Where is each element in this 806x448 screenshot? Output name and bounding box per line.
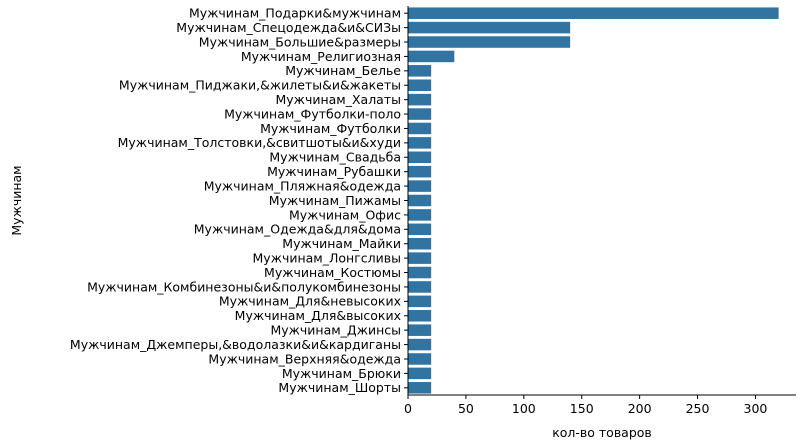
bar: [408, 309, 432, 322]
category-label: Мужчинам_Пиджаки,&жилеты&и&жакеты: [119, 78, 401, 93]
bar: [408, 338, 432, 351]
category-label: Мужчинам_Халаты: [276, 92, 402, 107]
category-label: Мужчинам_Верхняя&одежда: [208, 351, 401, 366]
bar: [408, 36, 571, 48]
x-tick-label: 100: [512, 401, 536, 416]
bar: [408, 93, 432, 106]
x-axis-ticks: 0 50 100 150 200 250 300: [404, 395, 767, 416]
category-label: Мужчинам_Религиозная: [241, 49, 401, 64]
x-tick-label: 250: [686, 401, 710, 416]
category-label: Мужчинам_Свадьба: [269, 150, 401, 165]
bar: [408, 79, 432, 92]
x-tick-label: 200: [628, 401, 652, 416]
bar: [408, 122, 432, 135]
bar: [408, 7, 779, 19]
bar: [408, 194, 432, 207]
bar: [408, 151, 432, 164]
bar: [408, 237, 432, 250]
category-label: Мужчинам_Для&высоких: [235, 308, 401, 323]
bar: [408, 252, 432, 264]
category-label: Мужчинам_Майки: [282, 236, 401, 251]
category-label: Мужчинам_Толстовки,&свитшоты&и&худи: [118, 135, 401, 150]
bar: [408, 21, 571, 34]
category-label: Мужчинам_Брюки: [282, 366, 401, 381]
category-label: Мужчинам_Белье: [285, 63, 401, 78]
category-label: Мужчинам_Джемперы,&водолазки&и&кардиганы: [70, 337, 401, 352]
y-axis-title: Мужчинам: [9, 165, 24, 235]
bar: [408, 266, 432, 279]
x-tick-label: 300: [744, 401, 768, 416]
bars-group: [408, 7, 779, 394]
category-label: Мужчинам_Офис: [289, 207, 401, 222]
category-label: Мужчинам_Костюмы: [264, 265, 401, 280]
bar: [408, 65, 432, 77]
category-label: Мужчинам_Пижамы: [269, 193, 401, 208]
bar: [408, 50, 455, 63]
bar: [408, 324, 432, 336]
bar: [408, 281, 432, 293]
category-label: Мужчинам_Футболки-поло: [224, 106, 401, 121]
category-label: Мужчинам_Лонгсливы: [253, 251, 401, 266]
bar: [408, 137, 432, 149]
category-label: Мужчинам_Спецодежда&и&СИЗы: [176, 20, 401, 35]
x-tick-label: 150: [570, 401, 594, 416]
category-label: Мужчинам_Пляжная&одежда: [204, 178, 401, 193]
bar: [408, 353, 432, 365]
bar: [408, 223, 432, 236]
bar: [408, 295, 432, 308]
category-label: Мужчинам_Рубашки: [267, 164, 401, 179]
bar: [408, 165, 432, 178]
x-axis-title: кол-во товаров: [552, 425, 652, 440]
category-label: Мужчинам_Шорты: [278, 380, 401, 395]
bar: [408, 382, 432, 394]
category-label: Мужчинам_Подарки&мужчинам: [189, 6, 401, 21]
x-tick-label: 0: [404, 401, 412, 416]
bar: [408, 108, 432, 120]
category-label: Мужчинам_Футболки: [260, 121, 401, 136]
bar: [408, 367, 432, 380]
bar: [408, 180, 432, 192]
category-label: Мужчинам_Комбинезоны&и&полукомбинезоны: [87, 279, 401, 294]
category-label: Мужчинам_Одежда&для&дома: [194, 222, 401, 237]
category-label: Мужчинам_Для&невысоких: [219, 294, 401, 309]
category-label: Мужчинам_Большие&размеры: [199, 34, 401, 49]
category-label: Мужчинам_Джинсы: [270, 323, 401, 338]
x-tick-label: 50: [458, 401, 474, 416]
category-labels: Мужчинам_Подарки&мужчинамМужчинам_Спецод…: [70, 6, 408, 395]
bar: [408, 209, 432, 221]
